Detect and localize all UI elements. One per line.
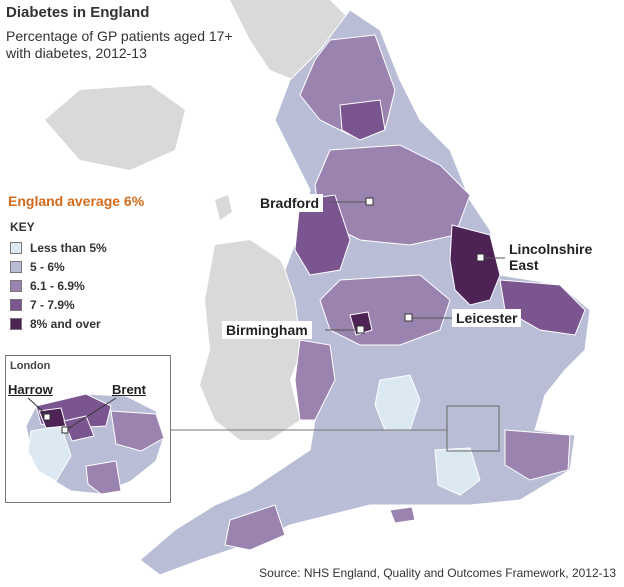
legend: Less than 5% 5 - 6% 6.1 - 6.9% 7 - 7.9% …: [10, 238, 107, 333]
label-leicester: Leicester: [452, 309, 522, 327]
legend-label: 7 - 7.9%: [30, 297, 75, 312]
region-devon: [224, 504, 286, 551]
region-lincolnshire-east: [449, 224, 501, 306]
region-isle-of-wight: [389, 506, 416, 524]
legend-label: 8% and over: [30, 316, 101, 331]
isle-of-man-land: [215, 195, 232, 220]
label-birmingham: Birmingham: [222, 321, 312, 339]
label-lincolnshire-east: Lincolnshire East: [505, 240, 597, 274]
legend-item-less-than-5: Less than 5%: [10, 238, 107, 257]
key-title: KEY: [10, 220, 35, 234]
legend-label: 5 - 6%: [30, 259, 65, 274]
region-kent: [504, 429, 571, 481]
london-highlight-box: [446, 405, 500, 452]
inset-title: London: [10, 360, 51, 372]
ireland-land: [45, 85, 185, 170]
leicester-marker: [404, 313, 413, 322]
legend-swatch: [10, 279, 22, 292]
inset-label-harrow: Harrow: [8, 382, 53, 397]
london-brent: [63, 415, 95, 442]
map-title: Diabetes in England: [6, 4, 150, 21]
london-inset-map: [25, 393, 165, 495]
region-midlands: [319, 274, 451, 346]
legend-swatch: [10, 241, 22, 254]
lincolnshire-marker: [476, 253, 485, 262]
legend-label: Less than 5%: [30, 240, 107, 255]
source-note: Source: NHS England, Quality and Outcome…: [259, 566, 616, 580]
inset-label-brent: Brent: [112, 382, 146, 397]
legend-label: 6.1 - 6.9%: [30, 278, 85, 293]
label-bradford: Bradford: [256, 194, 324, 212]
london-east-dark: [110, 410, 165, 452]
wales-land: [200, 240, 305, 440]
label-lincolnshire-line2: East: [509, 257, 539, 273]
region-oxford-light: [374, 374, 421, 431]
bradford-marker: [365, 197, 374, 206]
legend-item-5-6: 5 - 6%: [10, 257, 107, 276]
birmingham-marker: [356, 325, 365, 334]
brent-leader: [65, 397, 117, 431]
region-cumbria: [339, 99, 386, 141]
legend-swatch: [10, 260, 22, 273]
region-lancashire: [294, 194, 351, 276]
legend-swatch: [10, 317, 22, 330]
harrow-leader: [27, 397, 49, 417]
map-subtitle: Percentage of GP patients aged 17+ with …: [6, 28, 233, 61]
harrow-marker: [43, 413, 51, 421]
england-average: England average 6%: [8, 193, 145, 209]
london-south: [85, 460, 122, 495]
legend-item-8-and-over: 8% and over: [10, 314, 107, 333]
region-west-country: [294, 339, 336, 421]
brent-marker: [61, 426, 69, 434]
region-birmingham: [349, 311, 373, 336]
legend-item-6-1-6-9: 6.1 - 6.9%: [10, 276, 107, 295]
legend-item-7-7-9: 7 - 7.9%: [10, 295, 107, 314]
region-south-east-light: [434, 447, 481, 496]
label-lincolnshire-line1: Lincolnshire: [509, 241, 593, 257]
legend-swatch: [10, 298, 22, 311]
london-inset: London Harrow Brent: [5, 355, 171, 503]
